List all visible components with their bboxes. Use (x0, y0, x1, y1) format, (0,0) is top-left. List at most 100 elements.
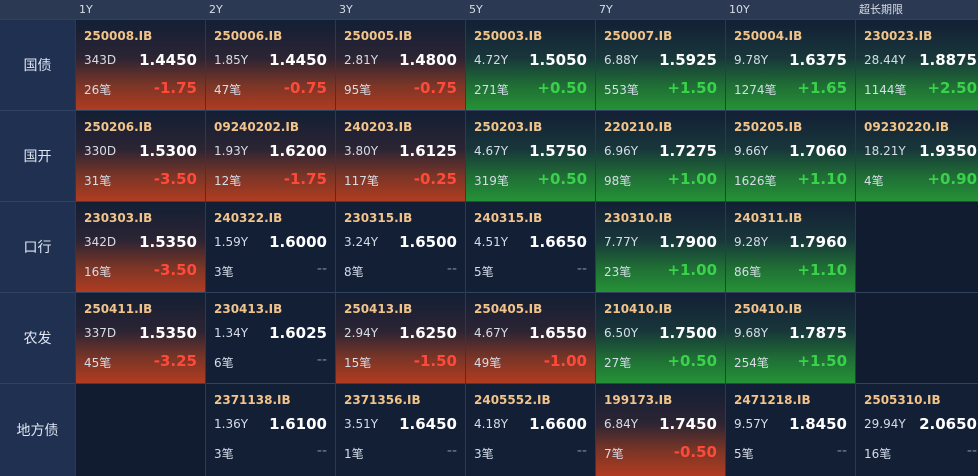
quote-cell[interactable]: 230303.IB 342D 1.5350 16笔 -3.50 (76, 201, 205, 292)
row-header-4[interactable]: 地方债 (0, 383, 75, 476)
yield-change: -0.75 (283, 79, 327, 97)
quote-cell[interactable]: 250008.IB 343D 1.4450 26笔 -1.75 (76, 19, 205, 110)
trade-count: 7笔 (604, 447, 624, 461)
bond-code: 240322.IB (214, 211, 283, 225)
quote-cell[interactable]: 2405552.IB 4.18Y 1.6600 3笔 -- (466, 383, 595, 476)
quote-cell[interactable]: 250006.IB 1.85Y 1.4450 47笔 -0.75 (206, 19, 335, 110)
yield-change: +1.10 (797, 170, 847, 188)
bond-code: 250413.IB (344, 302, 413, 316)
trade-count: 31笔 (84, 174, 112, 188)
quote-cell[interactable]: 250206.IB 330D 1.5300 31笔 -3.50 (76, 110, 205, 201)
column-header-1[interactable]: 2Y (206, 0, 335, 19)
bond-code: 250003.IB (474, 29, 543, 43)
trade-count: 1274笔 (734, 83, 777, 97)
quote-cell[interactable]: 210410.IB 6.50Y 1.7500 27笔 +0.50 (596, 292, 725, 383)
quote-cell[interactable]: 240311.IB 9.28Y 1.7960 86笔 +1.10 (726, 201, 855, 292)
quote-cell[interactable]: 230315.IB 3.24Y 1.6500 8笔 -- (336, 201, 465, 292)
row-header-1[interactable]: 国开 (0, 110, 75, 201)
yield-change: -0.75 (413, 79, 457, 97)
remaining-tenor: 343D (84, 53, 117, 67)
yield-change: +0.50 (667, 352, 717, 370)
quote-cell[interactable]: 250007.IB 6.88Y 1.5925 553笔 +1.50 (596, 19, 725, 110)
quote-cell[interactable]: 250004.IB 9.78Y 1.6375 1274笔 +1.65 (726, 19, 855, 110)
trade-count: 12笔 (214, 174, 242, 188)
quote-cell[interactable]: 250405.IB 4.67Y 1.6550 49笔 -1.00 (466, 292, 595, 383)
bond-code: 250203.IB (474, 120, 543, 134)
trade-count: 47笔 (214, 83, 242, 97)
yield-change: +0.90 (927, 170, 977, 188)
column-header-0[interactable]: 1Y (76, 0, 205, 19)
column-header-2[interactable]: 3Y (336, 0, 465, 19)
column-header-4[interactable]: 7Y (596, 0, 725, 19)
yield-change: -3.50 (153, 170, 197, 188)
yield-change: -0.50 (673, 443, 717, 461)
yield-value: 1.4800 (399, 51, 457, 69)
yield-value: 1.9350 (919, 142, 977, 160)
yield-change: -3.25 (153, 352, 197, 370)
yield-change: -1.75 (153, 79, 197, 97)
remaining-tenor: 6.84Y (604, 417, 639, 431)
bond-code: 210410.IB (604, 302, 673, 316)
yield-change: +0.50 (537, 79, 587, 97)
bond-code: 220210.IB (604, 120, 673, 134)
column-header-6[interactable]: 超长期限 (856, 0, 978, 19)
quote-cell[interactable]: 199173.IB 6.84Y 1.7450 7笔 -0.50 (596, 383, 725, 476)
quote-cell[interactable]: 220210.IB 6.96Y 1.7275 98笔 +1.00 (596, 110, 725, 201)
bond-code: 2371356.IB (344, 393, 421, 407)
quote-cell[interactable]: 2371356.IB 3.51Y 1.6450 1笔 -- (336, 383, 465, 476)
remaining-tenor: 9.57Y (734, 417, 769, 431)
row-header-0[interactable]: 国债 (0, 19, 75, 110)
remaining-tenor: 1.59Y (214, 235, 249, 249)
quote-cell[interactable]: 250413.IB 2.94Y 1.6250 15笔 -1.50 (336, 292, 465, 383)
trade-count: 4笔 (864, 174, 884, 188)
row-header-2[interactable]: 口行 (0, 201, 75, 292)
trade-count: 254笔 (734, 356, 769, 370)
yield-change: +1.50 (797, 352, 847, 370)
empty-cell (856, 292, 978, 383)
quote-cell[interactable]: 250410.IB 9.68Y 1.7875 254笔 +1.50 (726, 292, 855, 383)
bond-code: 240315.IB (474, 211, 543, 225)
quote-cell[interactable]: 250411.IB 337D 1.5350 45笔 -3.25 (76, 292, 205, 383)
quote-cell[interactable]: 2371138.IB 1.36Y 1.6100 3笔 -- (206, 383, 335, 476)
yield-change: -- (316, 352, 327, 368)
trade-count: 3笔 (474, 447, 494, 461)
trade-count: 23笔 (604, 265, 632, 279)
remaining-tenor: 3.51Y (344, 417, 379, 431)
remaining-tenor: 4.67Y (474, 144, 509, 158)
yield-value: 1.7060 (789, 142, 847, 160)
remaining-tenor: 330D (84, 144, 117, 158)
quote-cell[interactable]: 230413.IB 1.34Y 1.6025 6笔 -- (206, 292, 335, 383)
yield-change: +0.50 (537, 170, 587, 188)
remaining-tenor: 2.94Y (344, 326, 379, 340)
quote-cell[interactable]: 230023.IB 28.44Y 1.8875 1144笔 +2.50 (856, 19, 978, 110)
quote-cell[interactable]: 240203.IB 3.80Y 1.6125 117笔 -0.25 (336, 110, 465, 201)
yield-change: -1.00 (543, 352, 587, 370)
yield-value: 1.4450 (269, 51, 327, 69)
quote-cell[interactable]: 250003.IB 4.72Y 1.5050 271笔 +0.50 (466, 19, 595, 110)
column-header-5[interactable]: 10Y (726, 0, 855, 19)
trade-count: 49笔 (474, 356, 502, 370)
yield-change: -- (836, 443, 847, 459)
quote-cell[interactable]: 250005.IB 2.81Y 1.4800 95笔 -0.75 (336, 19, 465, 110)
quote-cell[interactable]: 2471218.IB 9.57Y 1.8450 5笔 -- (726, 383, 855, 476)
yield-value: 1.5350 (139, 233, 197, 251)
quote-cell[interactable]: 2505310.IB 29.94Y 2.0650 16笔 -- (856, 383, 978, 476)
quote-cell[interactable]: 240322.IB 1.59Y 1.6000 3笔 -- (206, 201, 335, 292)
yield-value: 2.0650 (919, 415, 977, 433)
trade-count: 3笔 (214, 447, 234, 461)
column-header-3[interactable]: 5Y (466, 0, 595, 19)
yield-value: 1.7275 (659, 142, 717, 160)
quote-cell[interactable]: 250203.IB 4.67Y 1.5750 319笔 +0.50 (466, 110, 595, 201)
quote-cell[interactable]: 250205.IB 9.66Y 1.7060 1626笔 +1.10 (726, 110, 855, 201)
quote-cell[interactable]: 240315.IB 4.51Y 1.6650 5笔 -- (466, 201, 595, 292)
remaining-tenor: 4.67Y (474, 326, 509, 340)
yield-value: 1.5750 (529, 142, 587, 160)
bond-code: 250411.IB (84, 302, 153, 316)
trade-count: 5笔 (474, 265, 494, 279)
quote-cell[interactable]: 09240202.IB 1.93Y 1.6200 12笔 -1.75 (206, 110, 335, 201)
yield-value: 1.6100 (269, 415, 327, 433)
row-header-3[interactable]: 农发 (0, 292, 75, 383)
trade-count: 319笔 (474, 174, 509, 188)
quote-cell[interactable]: 09230220.IB 18.21Y 1.9350 4笔 +0.90 (856, 110, 978, 201)
quote-cell[interactable]: 230310.IB 7.77Y 1.7900 23笔 +1.00 (596, 201, 725, 292)
